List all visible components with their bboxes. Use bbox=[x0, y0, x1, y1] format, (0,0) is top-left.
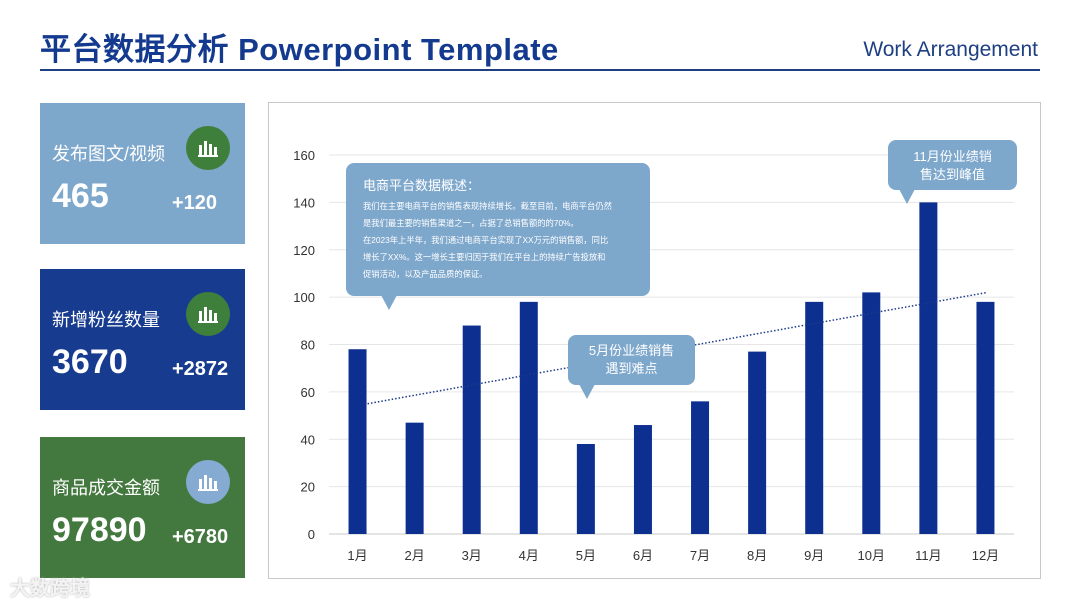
y-tick-label: 80 bbox=[301, 338, 315, 353]
x-tick-label: 7月 bbox=[690, 548, 710, 563]
x-tick-label: 2月 bbox=[405, 548, 425, 563]
x-tick-label: 9月 bbox=[804, 548, 824, 563]
stat-card-delta: +6780 bbox=[172, 526, 229, 548]
bar bbox=[576, 443, 595, 534]
chart-panel: 0 20 40 60 80 100 120 140 160 1月 2月 3月 4月 5月 6月 7月 8月 9月 1… bbox=[268, 102, 1041, 579]
x-tick-label: 1月 bbox=[347, 548, 367, 563]
summary-line: 是我们最主要的销售渠道之一，占据了总销售额的的70%。 bbox=[363, 218, 579, 228]
callout-box bbox=[888, 140, 1017, 190]
stat-card-label: 新增粉丝数量 bbox=[52, 310, 160, 330]
bar bbox=[862, 292, 881, 534]
callout-pointer bbox=[899, 189, 915, 204]
bar bbox=[976, 301, 995, 534]
page-title: 平台数据分析 Powerpoint Template bbox=[40, 32, 559, 67]
stat-card-followers[interactable]: 新增粉丝数量 3670 +2872 bbox=[40, 269, 245, 410]
page-subtitle: Work Arrangement bbox=[863, 38, 1038, 61]
y-tick-label: 160 bbox=[293, 148, 315, 163]
y-tick-label: 140 bbox=[293, 195, 315, 210]
x-tick-label: 4月 bbox=[519, 548, 539, 563]
y-tick-label: 60 bbox=[301, 385, 315, 400]
x-tick-label: 12月 bbox=[972, 548, 999, 563]
y-tick-label: 20 bbox=[301, 480, 315, 495]
callout-text: 11月份业绩销 bbox=[913, 149, 992, 164]
callout-box bbox=[346, 163, 650, 296]
x-tick-label: 11月 bbox=[915, 548, 942, 563]
bar bbox=[805, 301, 824, 534]
bar bbox=[405, 422, 424, 534]
stat-card-posts[interactable]: 发布图文/视频 465 +120 bbox=[40, 103, 245, 244]
callout-pointer bbox=[579, 384, 595, 399]
stat-card-gmv[interactable]: 商品成交金额 97890 +6780 bbox=[40, 437, 245, 578]
bar bbox=[519, 301, 538, 534]
x-tick-label: 5月 bbox=[576, 548, 596, 563]
stat-card-delta: +2872 bbox=[172, 358, 229, 380]
stat-card-value: 3670 bbox=[52, 343, 128, 381]
bar bbox=[919, 202, 938, 534]
monthly-bar-chart: 0 20 40 60 80 100 120 140 160 1月 2月 3月 4月 5月 6月 7月 8月 9月 1… bbox=[293, 140, 1017, 563]
stat-card-label: 发布图文/视频 bbox=[52, 144, 166, 164]
bar bbox=[633, 425, 652, 534]
stat-card-value: 97890 bbox=[52, 511, 147, 549]
y-tick-label: 0 bbox=[308, 527, 315, 542]
y-tick-label: 40 bbox=[301, 432, 315, 447]
x-tick-label: 6月 bbox=[633, 548, 653, 563]
x-tick-label: 3月 bbox=[462, 548, 482, 563]
bar-chart-icon bbox=[186, 460, 230, 504]
bar bbox=[748, 351, 767, 534]
bar-chart-icon bbox=[186, 126, 230, 170]
summary-callout: 电商平台数据概述： 我们在主要电商平台的销售表现持续增长。截至目前，电商平台仍然是… bbox=[346, 163, 650, 310]
summary-line: 在2023年上半年，我们通过电商平台实现了XX万元的销售额，同比 bbox=[363, 235, 608, 245]
callout-text: 遇到难点 bbox=[605, 361, 657, 376]
x-tick-label: 8月 bbox=[747, 548, 767, 563]
y-tick-label: 100 bbox=[293, 290, 315, 305]
summary-line: 增长了XX%。这一增长主要归因于我们在平台上的持续广告投放和 bbox=[363, 252, 605, 262]
bar-chart-icon bbox=[186, 292, 230, 336]
stat-card-delta: +120 bbox=[172, 192, 218, 214]
x-tick-label: 10月 bbox=[858, 548, 885, 563]
callout-pointer bbox=[381, 295, 397, 310]
callout-text: 售达到峰值 bbox=[920, 167, 985, 182]
header-divider bbox=[40, 69, 1040, 71]
y-tick-label: 120 bbox=[293, 243, 315, 258]
bar bbox=[348, 349, 367, 534]
callout-box bbox=[568, 335, 695, 385]
stat-card-label: 商品成交金额 bbox=[52, 478, 160, 498]
bar bbox=[691, 401, 710, 534]
callout-text: 5月份业绩销售 bbox=[589, 343, 674, 358]
summary-line: 我们在主要电商平台的销售表现持续增长。截至目前，电商平台仍然 bbox=[363, 201, 612, 211]
summary-line: 促销活动，以及产品品质的保证。 bbox=[363, 269, 487, 279]
bar bbox=[462, 325, 481, 534]
watermark: 大数跨境 bbox=[10, 578, 90, 600]
stat-card-value: 465 bbox=[52, 177, 109, 215]
summary-title: 电商平台数据概述： bbox=[363, 178, 480, 193]
